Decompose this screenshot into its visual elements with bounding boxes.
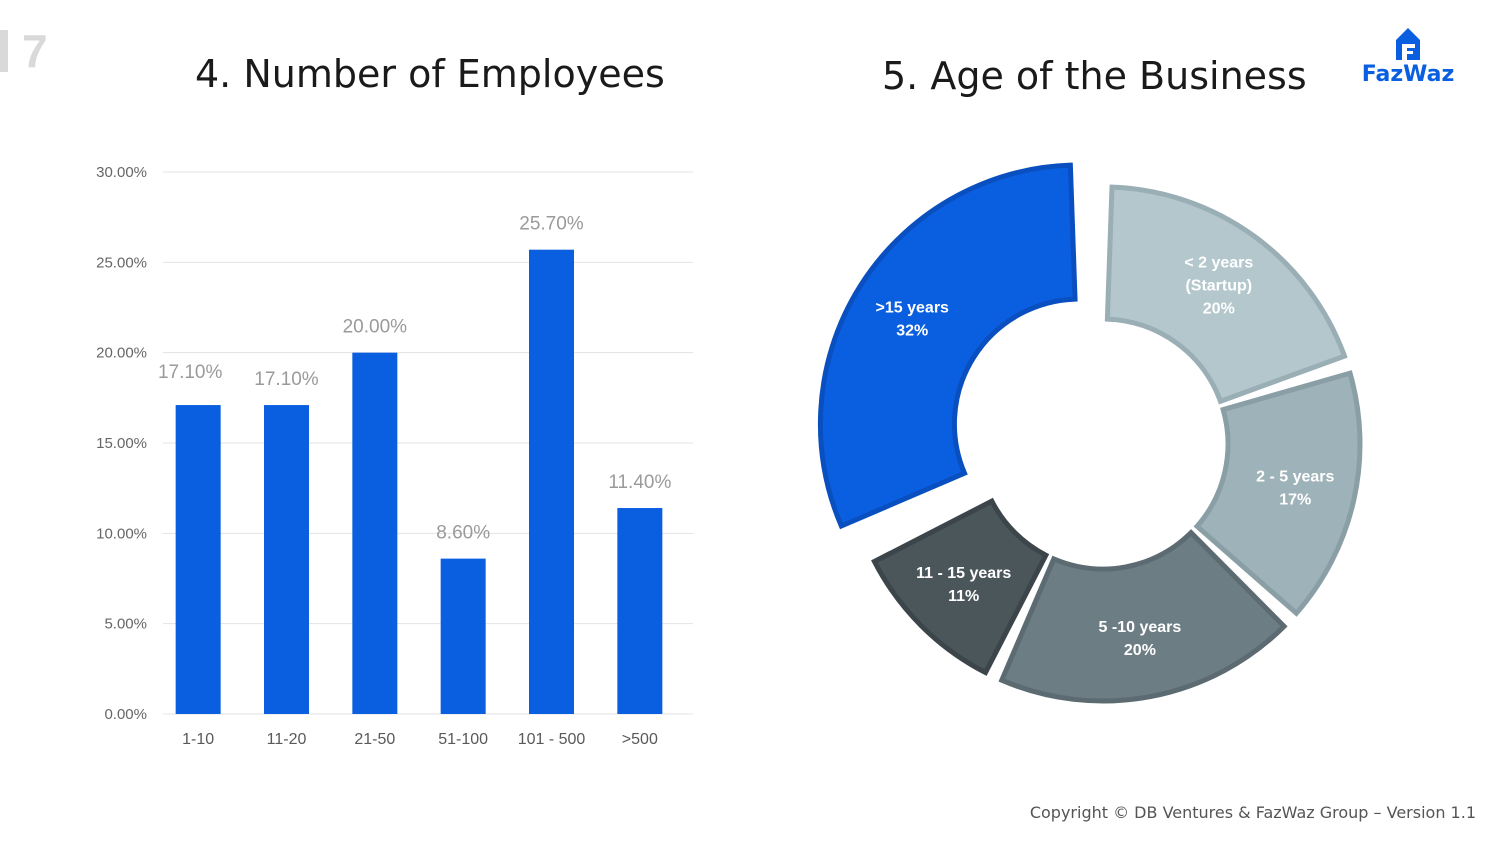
y-tick-label: 15.00% (96, 435, 147, 452)
x-tick-label: >500 (622, 731, 658, 748)
x-tick-label: 101 - 500 (518, 731, 586, 748)
x-tick-label: 51-100 (438, 731, 488, 748)
bar (264, 405, 309, 714)
x-tick-label: 21-50 (354, 731, 395, 748)
bar-data-label: 17.10% (254, 369, 319, 390)
donut-slice (817, 162, 1078, 530)
business-age-donut-chart: < 2 years (Startup) 20% 2 - 5 years 17% 5 -10… (817, 162, 1363, 704)
business-age-chart-title: 5. Age of the Business (882, 54, 1307, 98)
bar (440, 558, 486, 714)
y-tick-label: 0.00% (104, 706, 147, 723)
donut-slice (1104, 184, 1348, 405)
donut-slice (1193, 370, 1363, 617)
bar-data-label: 11.40% (608, 472, 671, 493)
fazwaz-logo: FazWaz (1352, 26, 1464, 92)
slice-label: 11 - 15 years 11% (916, 565, 1011, 605)
bar (529, 249, 574, 714)
page-number-bar (0, 30, 8, 72)
donut-slice (998, 529, 1288, 704)
slice-label: < 2 years (Startup) 20% (1184, 255, 1253, 318)
slice-label: 2 - 5 years 17% (1256, 468, 1334, 508)
logo-text: FazWaz (1361, 62, 1455, 87)
bar-data-label: 20.00% (343, 317, 408, 338)
employees-chart-title: 4. Number of Employees (195, 52, 665, 96)
copyright-text: Copyright © DB Ventures & FazWaz Group –… (1029, 803, 1476, 822)
donut-slice (871, 497, 1050, 676)
bar (617, 508, 663, 714)
building-icon (1396, 28, 1420, 60)
bar-data-label: 17.10% (158, 362, 223, 383)
page-number: 7 (22, 25, 48, 77)
slice-label: 5 -10 years 20% (1099, 619, 1182, 659)
y-tick-label: 20.00% (96, 345, 147, 362)
slice-label: >15 years 32% (876, 299, 950, 339)
bar-data-label: 8.60% (436, 523, 490, 544)
x-tick-label: 11-20 (267, 731, 307, 748)
bar (175, 405, 221, 714)
y-tick-label: 10.00% (96, 525, 147, 542)
bar (352, 352, 398, 714)
y-tick-label: 25.00% (96, 254, 147, 271)
employees-bar-chart: 0.00% 5.00% 10.00% 15.00% 20.00% 25.00% 30.00%… (96, 164, 693, 748)
x-tick-label: 1-10 (182, 731, 214, 748)
bar-data-label: 25.70% (519, 214, 584, 235)
y-tick-label: 30.00% (96, 164, 147, 181)
y-tick-label: 5.00% (104, 616, 147, 633)
